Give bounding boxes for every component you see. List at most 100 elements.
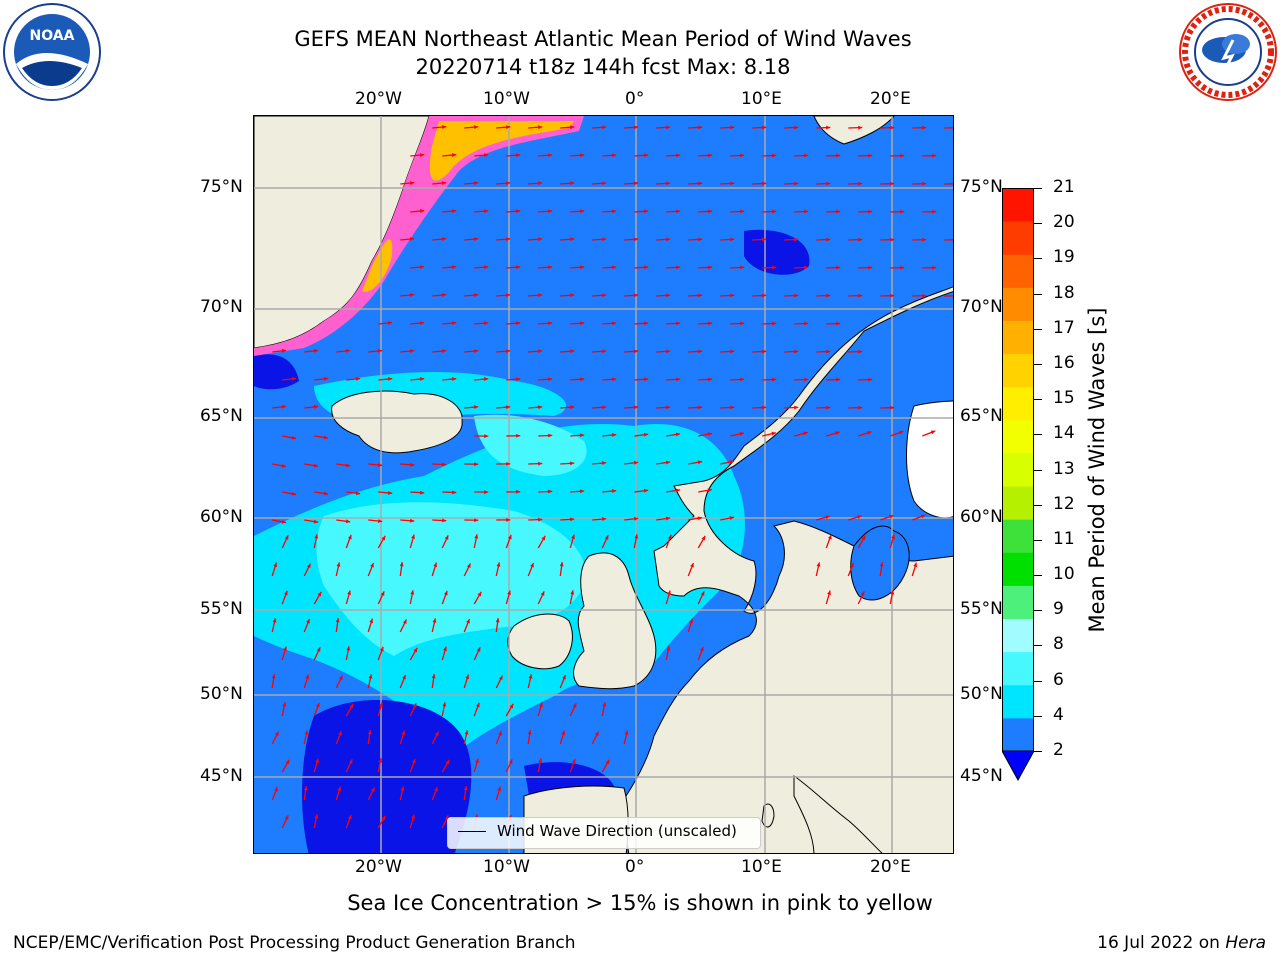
wind-wave-arrowhead — [272, 618, 277, 623]
wind-wave-arrowhead — [857, 515, 862, 519]
wind-wave-arrowhead — [827, 534, 832, 540]
colorbar-segment — [1002, 717, 1034, 752]
wind-wave-arrowhead — [412, 703, 417, 708]
wind-wave-arrowhead — [634, 293, 639, 298]
colorbar-tick-mark — [1034, 434, 1042, 436]
wind-wave-arrowhead — [665, 516, 671, 521]
colorbar-tick-label: 20 — [1053, 212, 1075, 233]
wind-wave-arrowhead — [474, 125, 479, 130]
wind-wave-arrowhead — [484, 434, 489, 439]
wind-wave-arrowhead — [697, 460, 703, 465]
wind-wave-arrowhead — [281, 404, 287, 409]
wind-wave-arrowhead — [612, 321, 617, 326]
colorbar-tick-mark — [1034, 539, 1042, 541]
wind-wave-arrowhead — [370, 562, 374, 568]
wind-wave-arrowhead — [890, 405, 895, 410]
wind-wave-arrowhead — [762, 125, 767, 130]
wind-wave-arrows — [271, 125, 953, 829]
right-lat-tick: 75°N — [960, 177, 1003, 197]
wind-wave-arrowhead — [930, 430, 936, 435]
wind-wave-arrowhead — [442, 181, 447, 186]
colorbar-tick-mark — [1034, 363, 1042, 365]
wind-wave-arrowhead — [508, 759, 513, 764]
wind-wave-arrowhead — [444, 535, 449, 540]
wind-wave-arrowhead — [548, 489, 553, 494]
colorbar-tick-mark — [1034, 751, 1042, 752]
wind-wave-arrowhead — [570, 181, 575, 186]
wind-wave-arrowhead — [347, 534, 352, 540]
wind-wave-arrowhead — [571, 758, 576, 764]
wind-wave-arrowhead — [922, 237, 927, 242]
wind-wave-arrowhead — [708, 265, 713, 270]
wind-wave-arrowhead — [836, 321, 841, 326]
wind-wave-arrowhead — [794, 293, 799, 298]
top-lon-tick: 20°E — [870, 89, 911, 109]
wind-wave-arrowhead — [442, 462, 447, 467]
wind-wave-arrowhead — [323, 435, 329, 440]
wave-period-6-8-region — [474, 414, 587, 476]
left-lat-tick: 50°N — [200, 684, 243, 704]
wind-wave-arrowhead — [509, 703, 514, 709]
wind-wave-arrowhead — [570, 461, 575, 466]
wind-wave-arrowhead — [666, 405, 671, 410]
wind-wave-arrowhead — [580, 377, 585, 382]
wind-wave-arrowhead — [772, 209, 777, 214]
wind-wave-arrowhead — [378, 758, 383, 763]
colorbar-tick-mark — [1034, 188, 1042, 189]
wind-wave-arrowhead — [900, 265, 905, 270]
wind-wave-arrowhead — [379, 702, 383, 707]
wind-wave-arrowhead — [643, 432, 649, 437]
wind-wave-arrowhead — [316, 647, 321, 652]
wind-wave-arrowhead — [580, 489, 585, 494]
wind-wave-arrowhead — [411, 758, 416, 764]
wind-wave-arrowhead — [570, 590, 575, 595]
legend-line-symbol — [458, 831, 486, 832]
wind-wave-arrowhead — [580, 321, 585, 326]
wind-wave-arrowhead — [666, 646, 671, 651]
wind-wave-arrowhead — [771, 431, 776, 436]
colorbar-tick-mark — [1034, 328, 1042, 330]
wind-wave-arrowhead — [538, 758, 543, 763]
wind-wave-arrowhead — [516, 265, 521, 270]
wind-wave-arrowhead — [538, 181, 543, 186]
bottom-lon-tick: 20°W — [355, 857, 402, 877]
wind-wave-arrowhead — [506, 293, 511, 298]
nws-logo — [1178, 2, 1278, 102]
wind-wave-arrowhead — [633, 516, 639, 521]
wind-wave-arrowhead — [900, 153, 905, 158]
wind-wave-arrowhead — [305, 674, 310, 680]
wind-wave-arrowhead — [484, 321, 489, 326]
right-lat-tick: 60°N — [960, 507, 1003, 527]
wind-wave-arrowhead — [409, 181, 415, 185]
land-svalbard — [813, 116, 895, 145]
wind-wave-arrowhead — [676, 321, 681, 326]
wind-wave-arrowhead — [676, 377, 681, 382]
wind-wave-arrowhead — [762, 293, 767, 298]
wind-wave-arrowhead — [675, 432, 681, 437]
colorbar-tick-label: 12 — [1053, 493, 1075, 514]
wind-wave-arrowhead — [570, 517, 575, 522]
wind-wave-arrowhead — [826, 181, 831, 186]
wind-wave-arrowhead — [740, 153, 745, 158]
legend-label: Wind Wave Direction (unscaled) — [497, 822, 737, 840]
wind-wave-arrowhead — [516, 489, 521, 494]
wind-wave-arrowhead — [540, 591, 545, 596]
wind-wave-arrowhead — [538, 517, 543, 522]
wind-wave-arrowhead — [804, 377, 809, 382]
footer-host: Hera — [1225, 933, 1266, 953]
wind-wave-arrowhead — [794, 237, 799, 242]
wind-wave-arrowhead — [349, 703, 354, 709]
wind-wave-arrowhead — [464, 730, 469, 735]
wind-wave-arrowhead — [708, 153, 713, 158]
wind-wave-arrowhead — [381, 815, 386, 821]
wind-wave-arrowhead — [313, 404, 319, 409]
wind-wave-arrowhead — [345, 348, 351, 353]
wind-wave-arrowhead — [387, 377, 393, 381]
wind-wave-arrowhead — [676, 209, 681, 214]
wind-wave-arrowhead — [708, 209, 713, 214]
wind-wave-arrowhead — [507, 590, 511, 595]
wind-wave-arrowhead — [506, 517, 511, 522]
wind-wave-arrowhead — [570, 125, 575, 130]
colorbar-tick-label: 16 — [1053, 352, 1075, 373]
wind-wave-arrowhead — [285, 759, 290, 765]
